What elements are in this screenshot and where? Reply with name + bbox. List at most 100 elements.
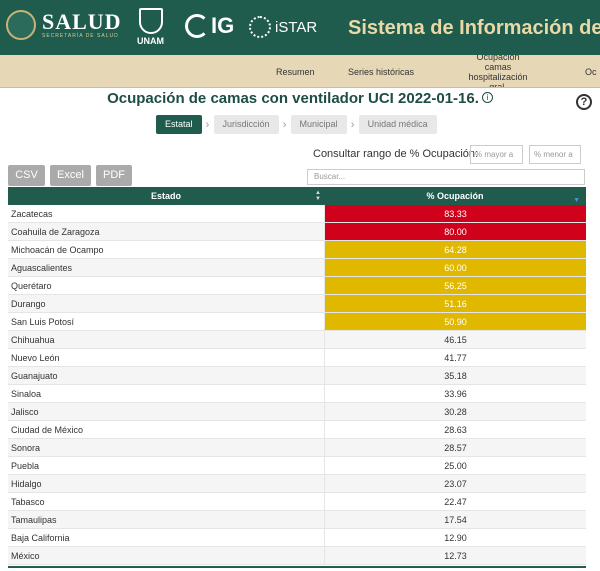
unam-shield-icon (138, 8, 163, 34)
eagle-emblem-icon (6, 10, 36, 40)
table-row[interactable]: Durango 51.16 (8, 295, 586, 313)
cell-ocupacion: 22.47 (324, 493, 586, 510)
cell-estado: Nuevo León (11, 353, 60, 363)
cell-ocupacion: 41.77 (324, 349, 586, 366)
tab-estatal[interactable]: Estatal (156, 115, 202, 134)
column-header-ocupacion[interactable]: % Ocupación ▼ (324, 187, 586, 205)
cell-ocupacion: 35.18 (324, 367, 586, 384)
table-bottom-border (8, 566, 586, 568)
chevron-right-icon: › (350, 118, 355, 131)
sort-descending-icon: ▼ (573, 197, 580, 204)
cell-estado: México (11, 551, 40, 561)
cell-ocupacion: 56.25 (324, 277, 586, 294)
cell-estado: Ciudad de México (11, 425, 84, 435)
top-header: SALUD SECRETARÍA DE SALUD UNAM IG iSTAR … (0, 0, 600, 55)
cell-ocupacion: 12.73 (324, 547, 586, 564)
table-row[interactable]: San Luis Potosí 50.90 (8, 313, 586, 331)
nav-item-resumen[interactable]: Resumen (276, 66, 315, 77)
cell-ocupacion: 28.63 (324, 421, 586, 438)
istar-dots-icon (249, 16, 271, 38)
nav-item-truncated[interactable]: Oc (585, 66, 597, 77)
cell-ocupacion: 60.00 (324, 259, 586, 276)
ig-logo[interactable]: IG (185, 13, 234, 39)
excel-button[interactable]: Excel (50, 165, 91, 186)
ig-circle-icon (185, 14, 209, 38)
cell-estado: Tamaulipas (11, 515, 57, 525)
range-min-input[interactable]: % mayor a (470, 145, 523, 164)
table-row[interactable]: Tamaulipas 17.54 (8, 511, 586, 529)
cell-estado: Guanajuato (11, 371, 58, 381)
table-row[interactable]: Hidalgo 23.07 (8, 475, 586, 493)
cell-estado: San Luis Potosí (11, 317, 75, 327)
tab-unidad-medica[interactable]: Unidad médica (358, 115, 437, 134)
tab-jurisdiccion[interactable]: Jurisdicción (213, 115, 279, 134)
level-breadcrumb: Estatal › Jurisdicción › Municipal › Uni… (156, 115, 437, 134)
cell-estado: Coahuila de Zaragoza (11, 227, 100, 237)
table-row[interactable]: Sonora 28.57 (8, 439, 586, 457)
cell-ocupacion: 25.00 (324, 457, 586, 474)
cell-ocupacion: 33.96 (324, 385, 586, 402)
cell-ocupacion: 64.28 (324, 241, 586, 258)
csv-button[interactable]: CSV (8, 165, 45, 186)
cell-estado: Sonora (11, 443, 41, 453)
table-row[interactable]: Nuevo León 41.77 (8, 349, 586, 367)
cell-estado: Durango (11, 299, 46, 309)
table-row[interactable]: Coahuila de Zaragoza 80.00 (8, 223, 586, 241)
salud-logo[interactable]: SALUD SECRETARÍA DE SALUD (6, 10, 122, 40)
table-row[interactable]: México 12.73 (8, 547, 586, 565)
table-body: Zacatecas 83.33 Coahuila de Zaragoza 80.00 M… (8, 205, 586, 565)
cell-estado: Querétaro (11, 281, 52, 291)
page-title: Ocupación de camas con ventilador UCI 20… (0, 90, 600, 107)
table-header: Estado ▲ ▼ % Ocupación ▼ (8, 187, 586, 205)
main-nav: Resumen Series históricas Ocupación cama… (0, 55, 600, 88)
info-icon[interactable]: i (481, 92, 493, 103)
table-row[interactable]: Querétaro 56.25 (8, 277, 586, 295)
unam-logo[interactable]: UNAM (137, 8, 164, 46)
cell-estado: Zacatecas (11, 209, 53, 219)
istar-logo[interactable]: iSTAR (249, 16, 317, 38)
tab-municipal[interactable]: Municipal (290, 115, 347, 134)
cell-estado: Chihuahua (11, 335, 55, 345)
nav-item-series-historicas[interactable]: Series históricas (348, 66, 415, 77)
cell-ocupacion: 80.00 (324, 223, 586, 240)
table-row[interactable]: Aguascalientes 60.00 (8, 259, 586, 277)
table-row[interactable]: Sinaloa 33.96 (8, 385, 586, 403)
system-title: Sistema de Información de la (348, 17, 600, 39)
range-label: Consultar rango de % Ocupación: (313, 148, 479, 160)
occupancy-table: Estado ▲ ▼ % Ocupación ▼ Zacatecas 83.33 Co… (8, 187, 586, 565)
cell-ocupacion: 12.90 (324, 529, 586, 546)
cell-ocupacion: 46.15 (324, 331, 586, 348)
search-input[interactable]: Buscar... (307, 169, 585, 185)
chevron-right-icon: › (205, 118, 210, 131)
cell-ocupacion: 30.28 (324, 403, 586, 420)
nav-item-ocupacion-camas-gral[interactable]: Ocupación camas hospitalización gral. (468, 55, 528, 88)
table-row[interactable]: Puebla 25.00 (8, 457, 586, 475)
cell-estado: Jalisco (11, 407, 39, 417)
column-header-estado[interactable]: Estado ▲ ▼ (8, 187, 324, 205)
table-row[interactable]: Guanajuato 35.18 (8, 367, 586, 385)
salud-logo-text: SALUD (42, 9, 122, 34)
cell-ocupacion: 23.07 (324, 475, 586, 492)
cell-ocupacion: 17.54 (324, 511, 586, 528)
page-title-text: Ocupación de camas con ventilador UCI 20… (107, 90, 479, 107)
cell-estado: Sinaloa (11, 389, 42, 399)
range-max-input[interactable]: % menor a (529, 145, 581, 164)
table-row[interactable]: Zacatecas 83.33 (8, 205, 586, 223)
table-row[interactable]: Michoacán de Ocampo 64.28 (8, 241, 586, 259)
table-row[interactable]: Jalisco 30.28 (8, 403, 586, 421)
chevron-right-icon: › (282, 118, 287, 131)
column-header-label: % Ocupación (426, 191, 484, 201)
pdf-button[interactable]: PDF (96, 165, 132, 186)
salud-logo-subtext: SECRETARÍA DE SALUD (42, 33, 119, 39)
table-row[interactable]: Baja California 12.90 (8, 529, 586, 547)
table-row[interactable]: Chihuahua 46.15 (8, 331, 586, 349)
cell-estado: Tabasco (11, 497, 45, 507)
unam-logo-text: UNAM (137, 36, 164, 46)
istar-logo-text: iSTAR (275, 18, 318, 36)
help-icon[interactable]: ? (576, 94, 592, 110)
ig-logo-text: IG (211, 13, 235, 38)
table-row[interactable]: Ciudad de México 28.63 (8, 421, 586, 439)
cell-estado: Puebla (11, 461, 40, 471)
sort-both-icon: ▲ ▼ (315, 190, 321, 202)
table-row[interactable]: Tabasco 22.47 (8, 493, 586, 511)
